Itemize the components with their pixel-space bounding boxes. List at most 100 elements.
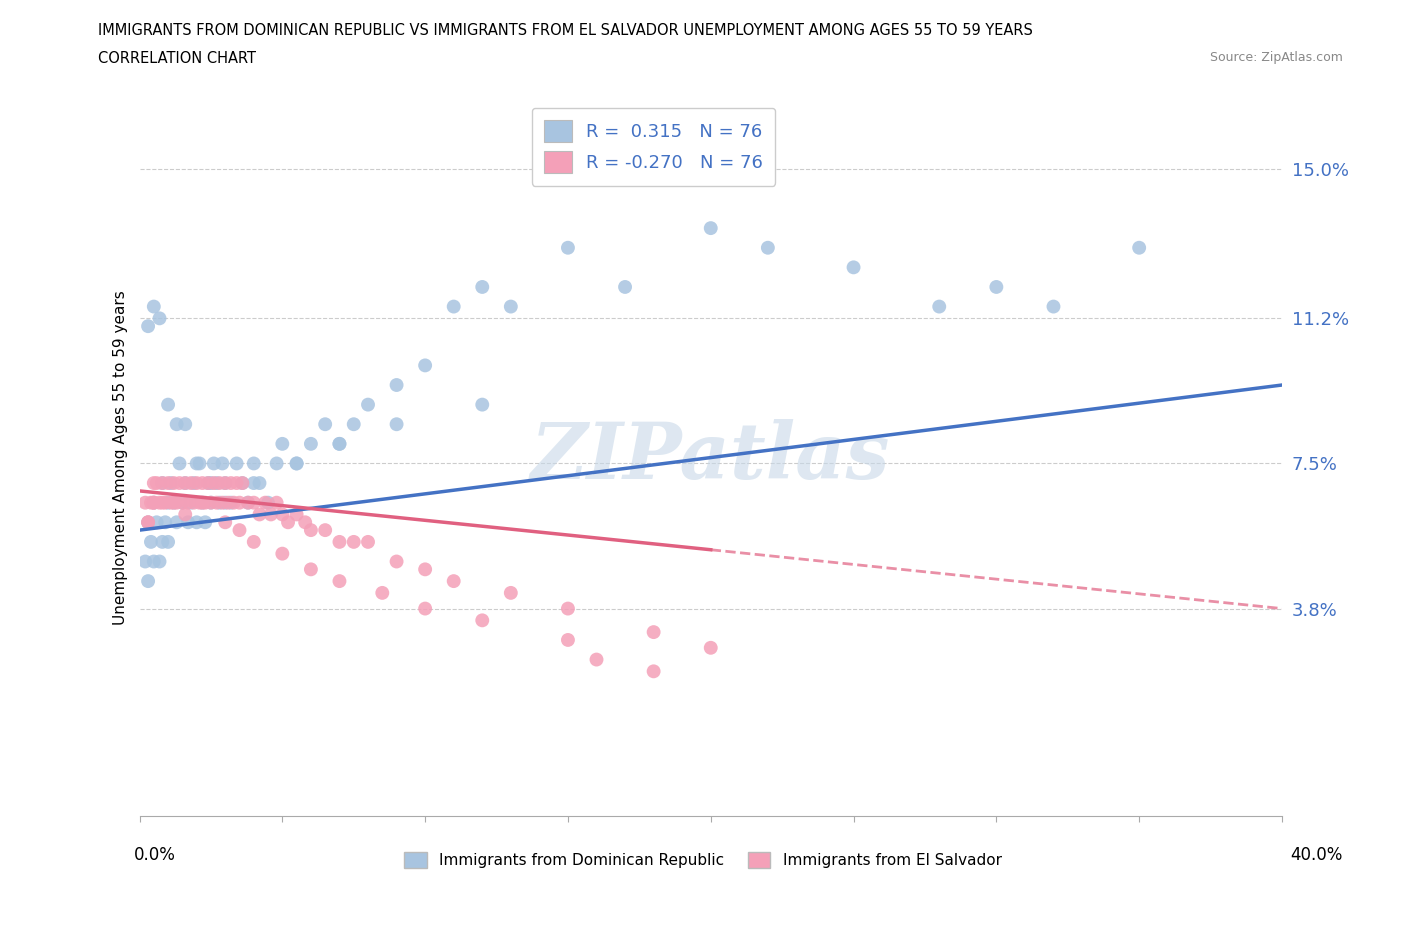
Point: [136, 515, 159, 530]
Point: [169, 456, 191, 471]
Point: [557, 632, 579, 647]
Point: [202, 456, 225, 471]
Point: [150, 475, 173, 490]
Point: [385, 378, 408, 392]
Point: [205, 496, 228, 511]
Point: [186, 515, 208, 530]
Point: [142, 475, 165, 490]
Point: [191, 475, 214, 490]
Point: [328, 535, 350, 550]
Point: [343, 417, 366, 432]
Point: [183, 496, 205, 511]
Point: [180, 496, 202, 511]
Point: [194, 496, 217, 511]
Point: [585, 652, 607, 667]
Point: [285, 456, 308, 471]
Point: [150, 475, 173, 490]
Point: [142, 299, 165, 314]
Point: [163, 496, 186, 511]
Point: [136, 319, 159, 334]
Point: [155, 496, 177, 511]
Point: [145, 515, 167, 530]
Point: [228, 523, 250, 538]
Point: [299, 562, 322, 577]
Point: [163, 475, 186, 490]
Point: [271, 436, 294, 451]
Point: [166, 496, 188, 511]
Point: [228, 496, 250, 511]
Point: [188, 496, 211, 511]
Point: [197, 475, 219, 490]
Point: [499, 586, 522, 601]
Point: [194, 515, 217, 530]
Point: [174, 507, 197, 522]
Point: [231, 475, 253, 490]
Point: [163, 496, 186, 511]
Point: [174, 475, 197, 490]
Point: [443, 299, 465, 314]
Point: [157, 397, 180, 412]
Point: [236, 496, 259, 511]
Point: [160, 496, 183, 511]
Point: [385, 417, 408, 432]
Y-axis label: Unemployment Among Ages 55 to 59 years: Unemployment Among Ages 55 to 59 years: [114, 290, 128, 625]
Point: [214, 475, 236, 490]
Point: [242, 456, 264, 471]
Point: [249, 475, 271, 490]
Point: [266, 456, 288, 471]
Point: [174, 475, 197, 490]
Point: [756, 240, 779, 255]
Point: [700, 220, 723, 235]
Point: [197, 475, 219, 490]
Text: IMMIGRANTS FROM DOMINICAN REPUBLIC VS IMMIGRANTS FROM EL SALVADOR UNEMPLOYMENT A: IMMIGRANTS FROM DOMINICAN REPUBLIC VS IM…: [98, 23, 1033, 38]
Point: [371, 586, 394, 601]
Point: [413, 358, 436, 373]
Point: [157, 496, 180, 511]
Point: [328, 574, 350, 589]
Point: [277, 515, 299, 530]
Point: [986, 280, 1008, 295]
Point: [136, 574, 159, 589]
Point: [211, 456, 233, 471]
Point: [148, 311, 170, 325]
Point: [157, 475, 180, 490]
Point: [471, 397, 494, 412]
Point: [285, 507, 308, 522]
Point: [169, 475, 191, 490]
Point: [285, 456, 308, 471]
Point: [200, 496, 222, 511]
Point: [328, 436, 350, 451]
Point: [242, 475, 264, 490]
Point: [134, 496, 156, 511]
Point: [191, 496, 214, 511]
Point: [142, 496, 165, 511]
Point: [294, 515, 316, 530]
Point: [557, 240, 579, 255]
Point: [191, 496, 214, 511]
Point: [208, 475, 231, 490]
Point: [214, 475, 236, 490]
Point: [217, 496, 239, 511]
Point: [145, 475, 167, 490]
Legend: Immigrants from Dominican Republic, Immigrants from El Salvador: Immigrants from Dominican Republic, Immi…: [398, 845, 1008, 874]
Point: [222, 496, 245, 511]
Point: [314, 417, 336, 432]
Point: [557, 601, 579, 616]
Point: [443, 574, 465, 589]
Point: [211, 496, 233, 511]
Point: [471, 280, 494, 295]
Point: [177, 515, 200, 530]
Point: [139, 496, 162, 511]
Point: [134, 554, 156, 569]
Point: [928, 299, 950, 314]
Point: [172, 496, 194, 511]
Point: [257, 496, 280, 511]
Text: 0.0%: 0.0%: [134, 846, 176, 864]
Point: [343, 535, 366, 550]
Point: [219, 475, 242, 490]
Point: [266, 496, 288, 511]
Point: [142, 496, 165, 511]
Point: [231, 475, 253, 490]
Text: CORRELATION CHART: CORRELATION CHART: [98, 51, 256, 66]
Legend: R =  0.315   N = 76, R = -0.270   N = 76: R = 0.315 N = 76, R = -0.270 N = 76: [531, 108, 776, 186]
